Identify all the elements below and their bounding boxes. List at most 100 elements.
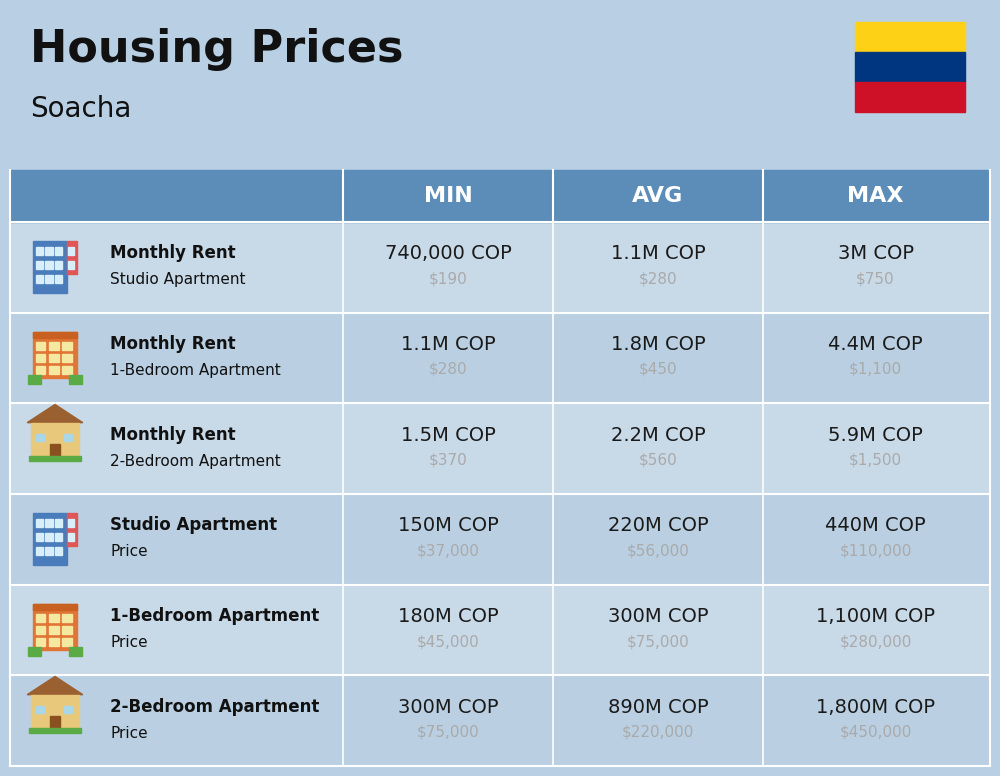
Text: Housing Prices: Housing Prices: [30, 28, 404, 71]
Bar: [36, 626, 45, 634]
Bar: [33, 604, 77, 650]
Bar: [69, 646, 82, 656]
Bar: [64, 706, 72, 713]
Bar: [49, 615, 59, 622]
Bar: [855, 52, 965, 82]
Text: $450: $450: [639, 362, 677, 377]
Bar: [45, 546, 53, 555]
Bar: [45, 518, 53, 527]
Bar: [36, 247, 43, 255]
Bar: [31, 423, 79, 456]
Bar: [33, 604, 77, 610]
Text: $1,500: $1,500: [849, 452, 902, 468]
Bar: [68, 532, 74, 541]
Text: $280: $280: [639, 272, 677, 286]
Text: 1.1M COP: 1.1M COP: [611, 244, 705, 263]
Text: 300M COP: 300M COP: [608, 607, 708, 626]
Bar: [55, 546, 62, 555]
Bar: [67, 514, 77, 546]
Bar: [33, 332, 77, 338]
Bar: [33, 332, 77, 378]
Text: Monthly Rent: Monthly Rent: [110, 335, 236, 353]
Bar: [10, 222, 990, 313]
Text: $370: $370: [429, 452, 467, 468]
Text: Studio Apartment: Studio Apartment: [110, 516, 277, 535]
Text: 1.1M COP: 1.1M COP: [401, 335, 495, 354]
Text: Price: Price: [110, 544, 148, 559]
Text: 2.2M COP: 2.2M COP: [611, 426, 705, 445]
Text: $750: $750: [856, 272, 895, 286]
Text: Price: Price: [110, 635, 148, 650]
Bar: [55, 247, 62, 255]
Bar: [36, 435, 44, 442]
Bar: [33, 241, 67, 293]
Text: 2-Bedroom Apartment: 2-Bedroom Apartment: [110, 454, 281, 469]
Bar: [45, 261, 53, 269]
Bar: [62, 366, 72, 374]
Text: Price: Price: [110, 726, 148, 740]
Bar: [855, 22, 965, 52]
Bar: [36, 639, 45, 646]
Bar: [31, 695, 79, 729]
Text: $37,000: $37,000: [417, 543, 479, 559]
Text: $220,000: $220,000: [622, 725, 694, 740]
Bar: [36, 615, 45, 622]
Bar: [68, 261, 74, 269]
Bar: [10, 675, 990, 766]
Text: 300M COP: 300M COP: [398, 698, 498, 717]
Bar: [45, 247, 53, 255]
Bar: [763, 170, 988, 222]
Text: 4.4M COP: 4.4M COP: [828, 335, 923, 354]
Bar: [55, 261, 62, 269]
Bar: [62, 355, 72, 362]
Bar: [36, 342, 45, 350]
Bar: [855, 82, 965, 112]
Bar: [36, 518, 43, 527]
Text: $1,100: $1,100: [849, 362, 902, 377]
Bar: [36, 546, 43, 555]
Text: $190: $190: [429, 272, 467, 286]
Bar: [62, 342, 72, 350]
Bar: [36, 706, 44, 713]
Text: 740,000 COP: 740,000 COP: [385, 244, 511, 263]
Bar: [36, 275, 43, 283]
Bar: [36, 532, 43, 541]
Text: $450,000: $450,000: [839, 725, 912, 740]
Text: 1-Bedroom Apartment: 1-Bedroom Apartment: [110, 607, 319, 625]
Text: $56,000: $56,000: [627, 543, 689, 559]
Bar: [29, 456, 81, 461]
Bar: [36, 366, 45, 374]
Text: MIN: MIN: [424, 186, 472, 206]
Bar: [50, 444, 60, 456]
Bar: [62, 615, 72, 622]
Bar: [50, 715, 60, 729]
Bar: [33, 514, 67, 566]
Bar: [55, 518, 62, 527]
Bar: [55, 532, 62, 541]
Text: $45,000: $45,000: [417, 634, 479, 649]
Text: $560: $560: [639, 452, 677, 468]
Bar: [10, 313, 990, 404]
Text: 3M COP: 3M COP: [838, 244, 914, 263]
Text: 440M COP: 440M COP: [825, 516, 926, 535]
Text: 1,800M COP: 1,800M COP: [816, 698, 935, 717]
Text: $280: $280: [429, 362, 467, 377]
Text: Studio Apartment: Studio Apartment: [110, 272, 246, 287]
Bar: [10, 584, 990, 675]
Bar: [62, 639, 72, 646]
Text: 890M COP: 890M COP: [608, 698, 708, 717]
Text: Monthly Rent: Monthly Rent: [110, 244, 236, 262]
Bar: [49, 639, 59, 646]
Bar: [68, 518, 74, 527]
Bar: [69, 375, 82, 384]
Text: Soacha: Soacha: [30, 95, 131, 123]
Text: $110,000: $110,000: [839, 543, 912, 559]
Bar: [67, 241, 77, 274]
Text: $75,000: $75,000: [417, 725, 479, 740]
Bar: [10, 170, 343, 222]
Bar: [553, 170, 763, 222]
Bar: [29, 729, 81, 733]
Bar: [36, 261, 43, 269]
Bar: [55, 275, 62, 283]
Bar: [36, 355, 45, 362]
